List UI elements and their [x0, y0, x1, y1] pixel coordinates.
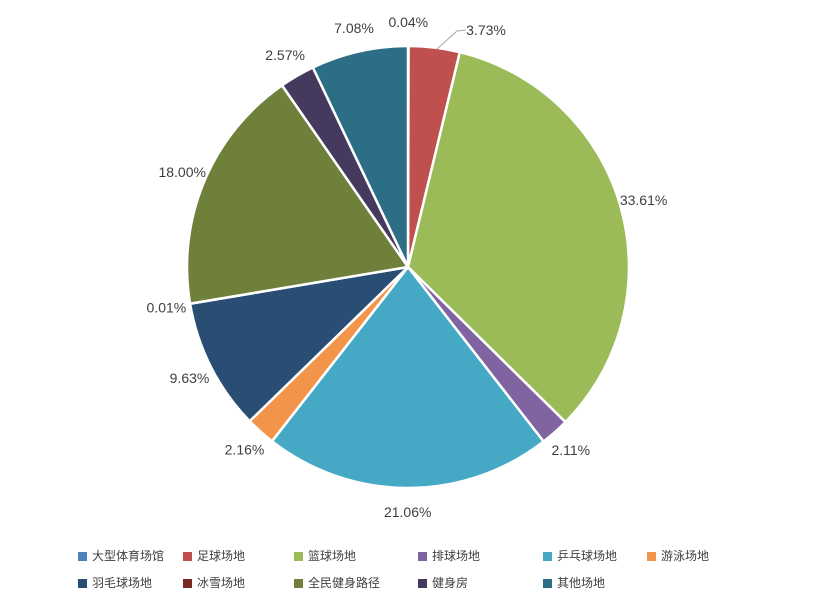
legend-label: 冰雪场地	[197, 576, 246, 590]
data-label-游泳场地: 2.16%	[225, 441, 265, 457]
pie-slice-其他场地[interactable]	[311, 44, 410, 269]
legend-label: 排球场地	[432, 549, 481, 563]
legend-item-全民健身路径[interactable]: 全民健身路径	[294, 576, 380, 590]
legend-label: 足球场地	[197, 549, 246, 563]
pie-slice-全民健身路径[interactable]	[185, 84, 410, 305]
legend-swatch-冰雪场地	[183, 578, 192, 588]
legend-label: 全民健身路径	[308, 576, 381, 590]
data-label-篮球场地: 33.61%	[620, 192, 667, 208]
legend-label: 乒乓球场地	[557, 549, 618, 563]
legend-swatch-乒乓球场地	[543, 551, 552, 561]
legend-item-健身房[interactable]: 健身房	[418, 576, 468, 590]
data-label-其他场地: 7.08%	[334, 20, 374, 36]
legend-swatch-其他场地	[543, 578, 552, 588]
legend-label: 篮球场地	[308, 549, 357, 563]
legend-item-大型体育场馆[interactable]: 大型体育场馆	[78, 549, 164, 563]
data-label-乒乓球场地: 21.06%	[384, 504, 431, 520]
data-label-排球场地: 2.11%	[551, 442, 590, 458]
legend-swatch-足球场地	[183, 551, 192, 561]
legend-label: 其他场地	[557, 576, 606, 590]
legend-item-冰雪场地[interactable]: 冰雪场地	[183, 576, 245, 590]
legend-item-排球场地[interactable]: 排球场地	[418, 549, 480, 563]
legend-swatch-篮球场地	[294, 551, 303, 561]
data-label-健身房: 2.57%	[265, 47, 305, 63]
leader-line-足球场地	[436, 29, 467, 50]
legend-swatch-游泳场地	[647, 551, 656, 561]
data-label-冰雪场地: 0.01%	[147, 300, 187, 316]
legend-swatch-健身房	[418, 578, 427, 588]
legend-item-乒乓球场地[interactable]: 乒乓球场地	[543, 549, 617, 563]
legend-item-羽毛球场地[interactable]: 羽毛球场地	[78, 576, 152, 590]
legend-swatch-排球场地	[418, 551, 427, 561]
legend-label: 羽毛球场地	[92, 576, 153, 590]
data-label-足球场地: 3.73%	[466, 22, 506, 38]
legend-swatch-羽毛球场地	[78, 578, 87, 588]
legend-item-游泳场地[interactable]: 游泳场地	[647, 549, 709, 563]
data-label-全民健身路径: 18.00%	[158, 164, 205, 180]
legend-label: 健身房	[432, 576, 469, 590]
pie-slice-乒乓球场地[interactable]	[270, 265, 545, 490]
pie-slice-羽毛球场地[interactable]	[188, 265, 410, 423]
legend-label: 大型体育场馆	[92, 549, 165, 563]
legend-item-篮球场地[interactable]: 篮球场地	[294, 549, 356, 563]
data-label-大型体育场馆: 0.04%	[388, 14, 428, 30]
legend-swatch-大型体育场馆	[78, 551, 87, 561]
legend-swatch-全民健身路径	[294, 578, 303, 588]
pie-slice-篮球场地[interactable]	[406, 50, 631, 424]
legend-item-其他场地[interactable]: 其他场地	[543, 576, 605, 590]
legend-item-足球场地[interactable]: 足球场地	[183, 549, 245, 563]
data-label-羽毛球场地: 9.63%	[170, 370, 210, 386]
legend-label: 游泳场地	[661, 549, 710, 563]
